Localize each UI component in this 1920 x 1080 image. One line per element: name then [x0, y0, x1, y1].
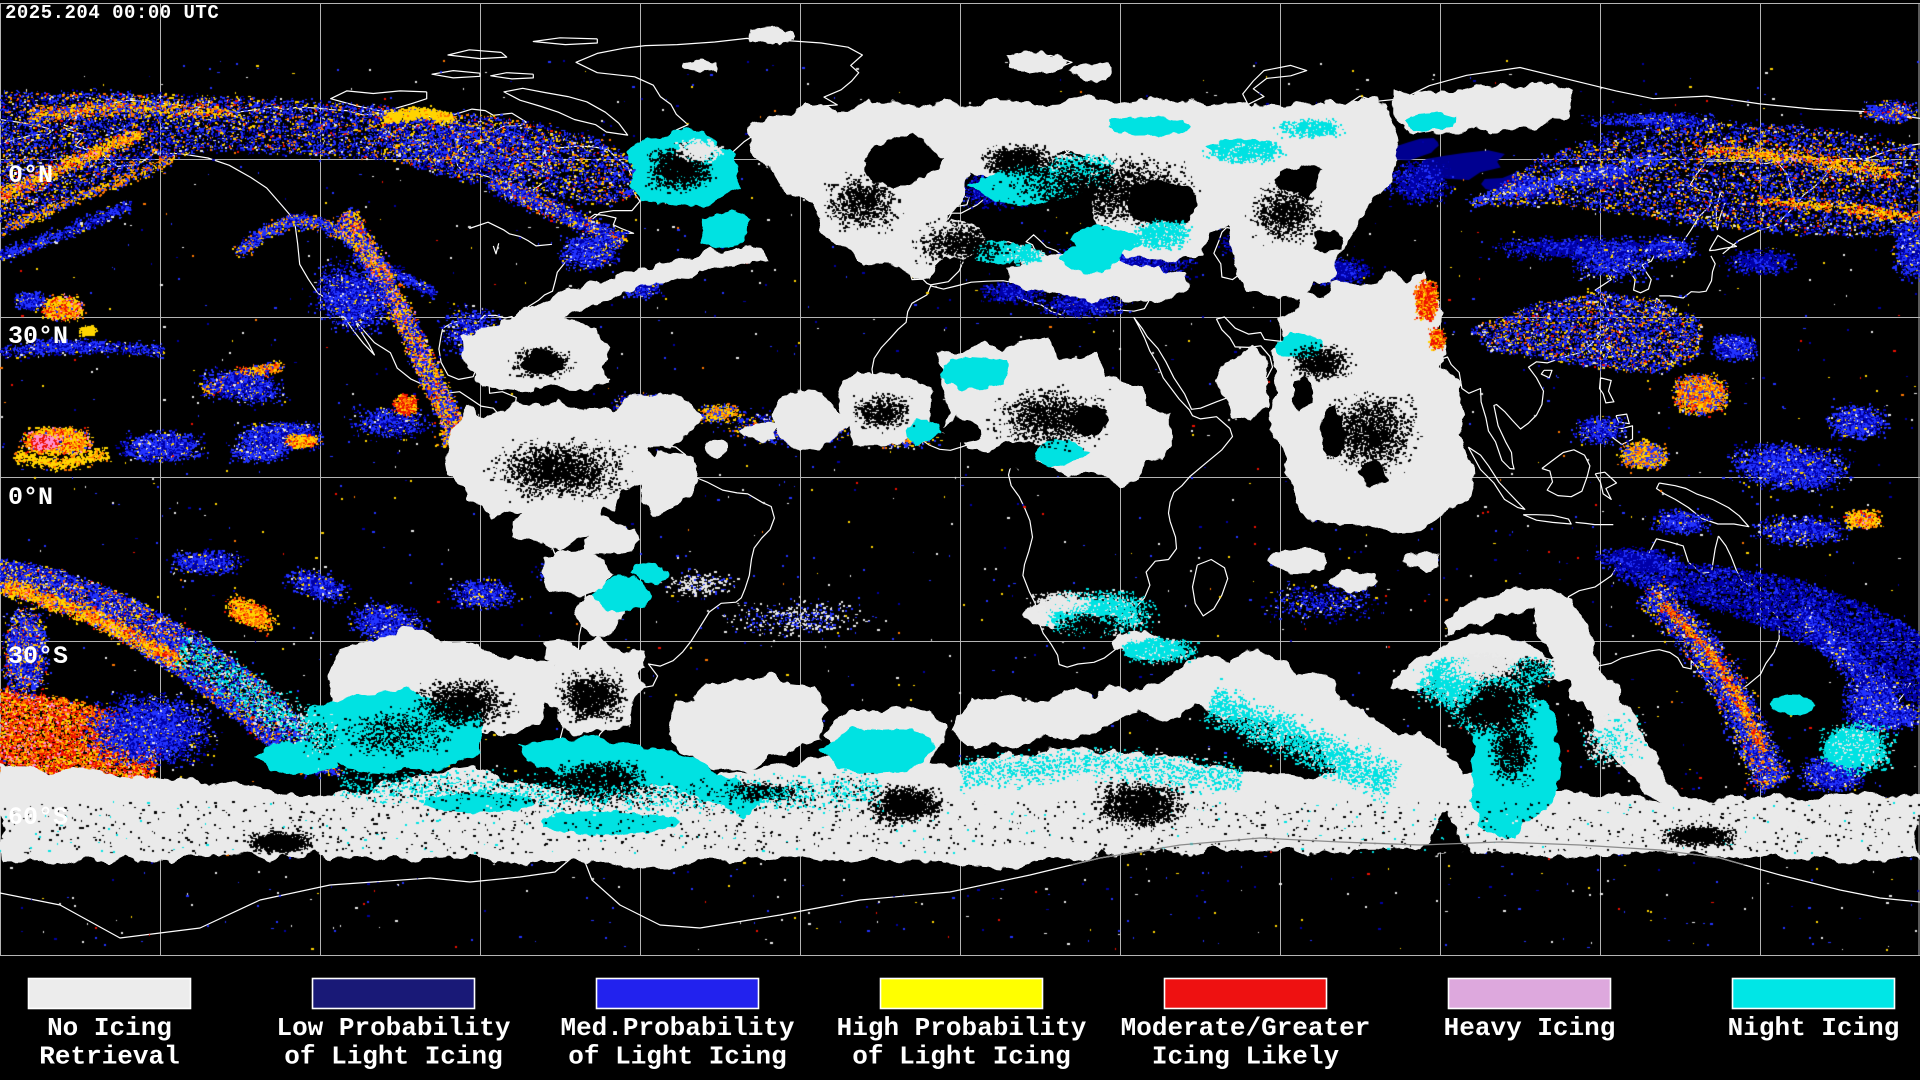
svg-text:Retrieval: Retrieval — [39, 1042, 179, 1072]
svg-text:0°N: 0°N — [8, 483, 53, 512]
svg-text:Night Icing: Night Icing — [1728, 1013, 1900, 1043]
svg-text:Med.Probability: Med.Probability — [560, 1013, 794, 1043]
svg-text:of Light Icing: of Light Icing — [568, 1042, 786, 1072]
svg-text:Icing Likely: Icing Likely — [1152, 1042, 1340, 1072]
svg-text:Low Probability: Low Probability — [276, 1013, 510, 1043]
svg-text:Heavy Icing: Heavy Icing — [1444, 1013, 1616, 1043]
svg-text:0°N: 0°N — [8, 161, 53, 190]
svg-text:2025.204 00:00 UTC: 2025.204 00:00 UTC — [5, 2, 219, 24]
svg-text:30°S: 30°S — [8, 642, 68, 671]
svg-text:No Icing: No Icing — [47, 1013, 172, 1043]
svg-text:30°N: 30°N — [8, 322, 68, 351]
svg-text:of Light Icing: of Light Icing — [852, 1042, 1070, 1072]
svg-text:60°S: 60°S — [8, 803, 68, 832]
svg-text:of Light Icing: of Light Icing — [284, 1042, 502, 1072]
svg-text:High Probability: High Probability — [837, 1013, 1087, 1043]
svg-text:Moderate/Greater: Moderate/Greater — [1121, 1013, 1371, 1043]
